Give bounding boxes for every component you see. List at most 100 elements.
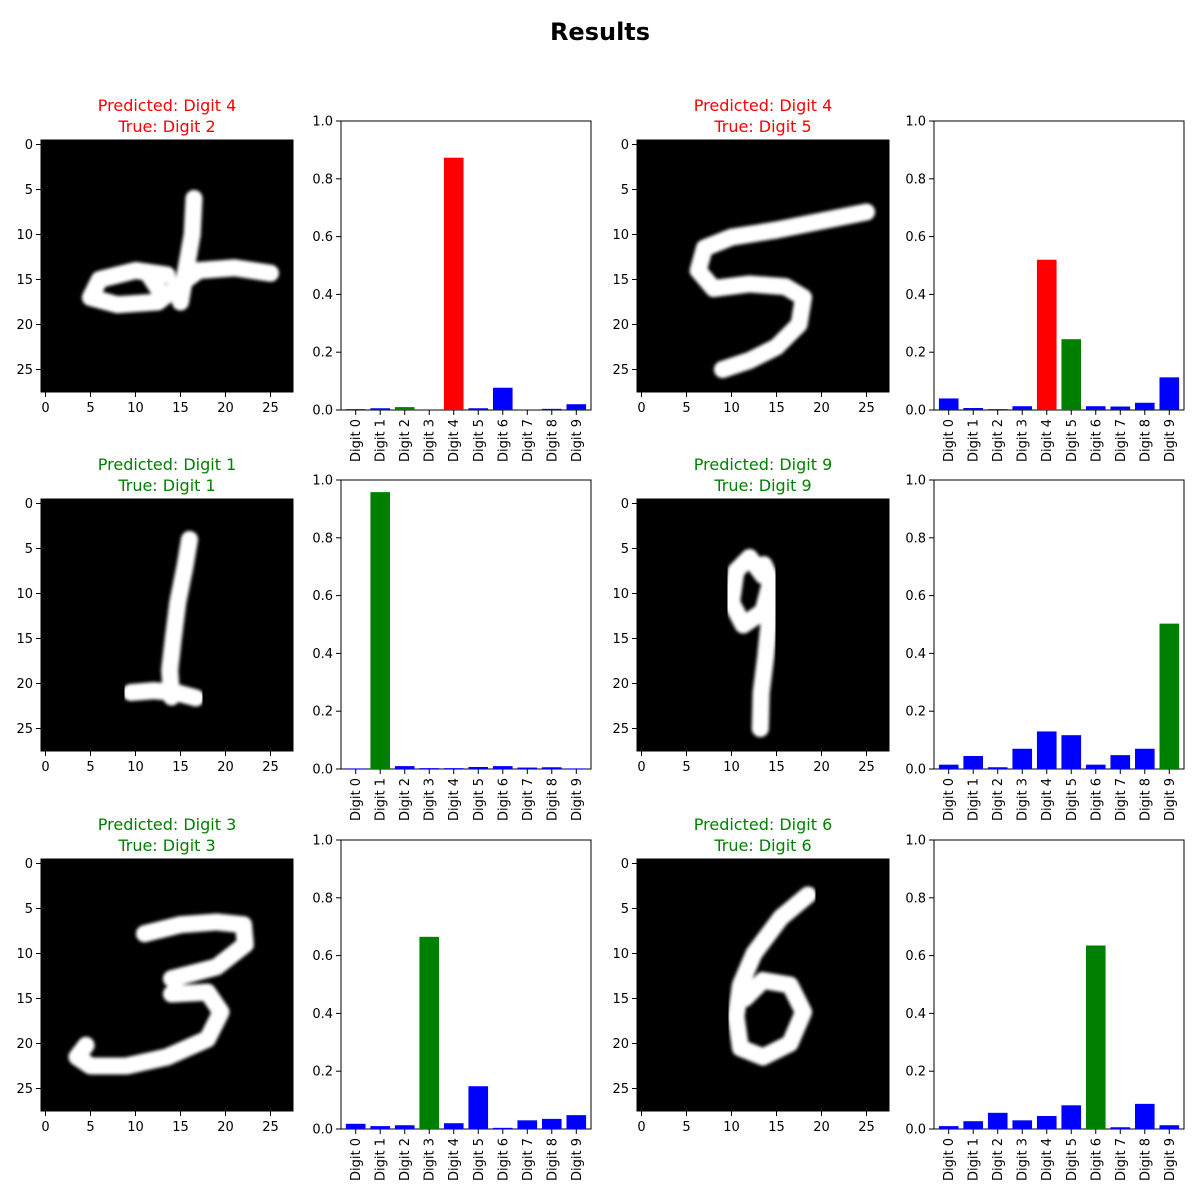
bar-ytick-label: 1.0 bbox=[312, 474, 333, 489]
bar-digit-4 bbox=[1037, 731, 1057, 769]
bar-digit-2 bbox=[988, 767, 1008, 769]
bar-digit-7 bbox=[517, 1120, 537, 1129]
image-ytick-label: 25 bbox=[16, 363, 33, 378]
bar-xtick-label: Digit 7 bbox=[521, 419, 536, 462]
bar-digit-3 bbox=[1012, 1120, 1032, 1129]
bar-ytick-label: 1.0 bbox=[905, 115, 926, 130]
bar-digit-9 bbox=[1159, 1125, 1179, 1129]
image-xtick-label: 15 bbox=[172, 401, 189, 416]
bar-digit-2 bbox=[395, 1125, 415, 1129]
bar-ytick-label: 0.6 bbox=[312, 230, 333, 245]
bar-xtick-label: Digit 1 bbox=[374, 1138, 389, 1181]
image-ytick-label: 10 bbox=[16, 587, 33, 602]
bar-digit-8 bbox=[1135, 749, 1155, 769]
image-ytick-label: 0 bbox=[25, 857, 33, 872]
bar-digit-9 bbox=[566, 404, 586, 410]
bar-digit-2 bbox=[395, 766, 415, 769]
bar-ytick-label: 0.8 bbox=[905, 172, 926, 187]
bar-xtick-label: Digit 9 bbox=[570, 419, 585, 462]
bar-xtick-label: Digit 8 bbox=[1138, 419, 1153, 462]
bar-xtick-label: Digit 2 bbox=[991, 1138, 1006, 1181]
panel-title-line: Predicted: Digit 6 bbox=[694, 815, 833, 834]
bar-ytick-label: 0.8 bbox=[312, 172, 333, 187]
bar-digit-3 bbox=[419, 768, 439, 769]
bar-digit-1 bbox=[370, 1126, 390, 1129]
bar-digit-6 bbox=[493, 766, 513, 769]
bar-xtick-label: Digit 5 bbox=[1065, 1138, 1080, 1181]
bar-xtick-label: Digit 4 bbox=[447, 419, 462, 462]
image-ytick-label: 20 bbox=[16, 1037, 33, 1052]
bar-ytick-label: 0.2 bbox=[905, 705, 926, 720]
bar-xtick-label: Digit 7 bbox=[1114, 778, 1129, 821]
bar-digit-0 bbox=[939, 765, 959, 769]
bar-xtick-label: Digit 7 bbox=[1114, 419, 1129, 462]
bar-digit-4 bbox=[444, 768, 464, 769]
image-xtick-label: 5 bbox=[682, 1120, 690, 1135]
bar-frame bbox=[341, 840, 591, 1129]
bar-digit-4 bbox=[1037, 1116, 1057, 1129]
bar-digit-9 bbox=[566, 1115, 586, 1129]
image-xtick-label: 20 bbox=[217, 1120, 234, 1135]
bar-xtick-label: Digit 2 bbox=[991, 419, 1006, 462]
bar-digit-7 bbox=[1110, 1127, 1130, 1129]
bar-ytick-label: 0.4 bbox=[312, 1007, 333, 1022]
bar-xtick-label: Digit 0 bbox=[349, 778, 364, 821]
bar-xtick-label: Digit 2 bbox=[398, 1138, 413, 1181]
image-ytick-label: 10 bbox=[16, 228, 33, 243]
image-ytick-label: 0 bbox=[621, 138, 629, 153]
image-xtick-label: 10 bbox=[127, 401, 144, 416]
bar-xtick-label: Digit 9 bbox=[570, 1138, 585, 1181]
bar-ytick-label: 0.8 bbox=[905, 531, 926, 546]
bar-ytick-label: 0.2 bbox=[905, 346, 926, 361]
image-xtick-label: 10 bbox=[723, 1120, 740, 1135]
bar-digit-1 bbox=[370, 492, 390, 769]
image-ytick-label: 25 bbox=[612, 363, 629, 378]
bar-xtick-label: Digit 6 bbox=[1089, 419, 1104, 462]
bar-digit-8 bbox=[1135, 403, 1155, 410]
image-ytick-label: 15 bbox=[612, 273, 629, 288]
bar-ytick-label: 0.4 bbox=[905, 1007, 926, 1022]
image-xtick-label: 5 bbox=[682, 401, 690, 416]
bar-digit-5 bbox=[468, 408, 488, 410]
bar-frame bbox=[341, 121, 591, 410]
image-xtick-label: 25 bbox=[858, 760, 875, 775]
bar-xtick-label: Digit 0 bbox=[942, 419, 957, 462]
bar-xtick-label: Digit 3 bbox=[1016, 778, 1031, 821]
bar-digit-7 bbox=[1110, 407, 1130, 410]
bar-xtick-label: Digit 5 bbox=[472, 1138, 487, 1181]
panel-title-line: True: Digit 9 bbox=[713, 476, 811, 495]
bar-xtick-label: Digit 3 bbox=[1016, 1138, 1031, 1181]
bar-ytick-label: 0.0 bbox=[312, 763, 333, 778]
bar-ytick-label: 1.0 bbox=[312, 115, 333, 130]
bar-digit-2 bbox=[988, 1113, 1008, 1129]
image-ytick-label: 20 bbox=[16, 318, 33, 333]
bar-digit-4 bbox=[1037, 260, 1057, 410]
bar-ytick-label: 0.4 bbox=[312, 288, 333, 303]
bar-xtick-label: Digit 9 bbox=[1163, 778, 1178, 821]
bar-xtick-label: Digit 9 bbox=[1163, 419, 1178, 462]
panel-title-line: True: Digit 1 bbox=[117, 476, 215, 495]
bar-digit-0 bbox=[346, 1124, 366, 1129]
bar-ytick-label: 0.6 bbox=[905, 589, 926, 604]
bar-xtick-label: Digit 8 bbox=[1138, 778, 1153, 821]
bar-digit-8 bbox=[542, 1119, 562, 1129]
image-ytick-label: 15 bbox=[16, 632, 33, 647]
bar-xtick-label: Digit 8 bbox=[1138, 1138, 1153, 1181]
bar-xtick-label: Digit 1 bbox=[374, 778, 389, 821]
image-xtick-label: 15 bbox=[172, 1120, 189, 1135]
image-ytick-label: 20 bbox=[612, 677, 629, 692]
bar-digit-6 bbox=[1086, 406, 1106, 410]
bar-xtick-label: Digit 1 bbox=[967, 778, 982, 821]
bar-xtick-label: Digit 1 bbox=[967, 419, 982, 462]
image-ytick-label: 5 bbox=[25, 542, 33, 557]
bar-xtick-label: Digit 0 bbox=[942, 778, 957, 821]
image-xtick-label: 5 bbox=[86, 401, 94, 416]
image-xtick-label: 5 bbox=[682, 760, 690, 775]
